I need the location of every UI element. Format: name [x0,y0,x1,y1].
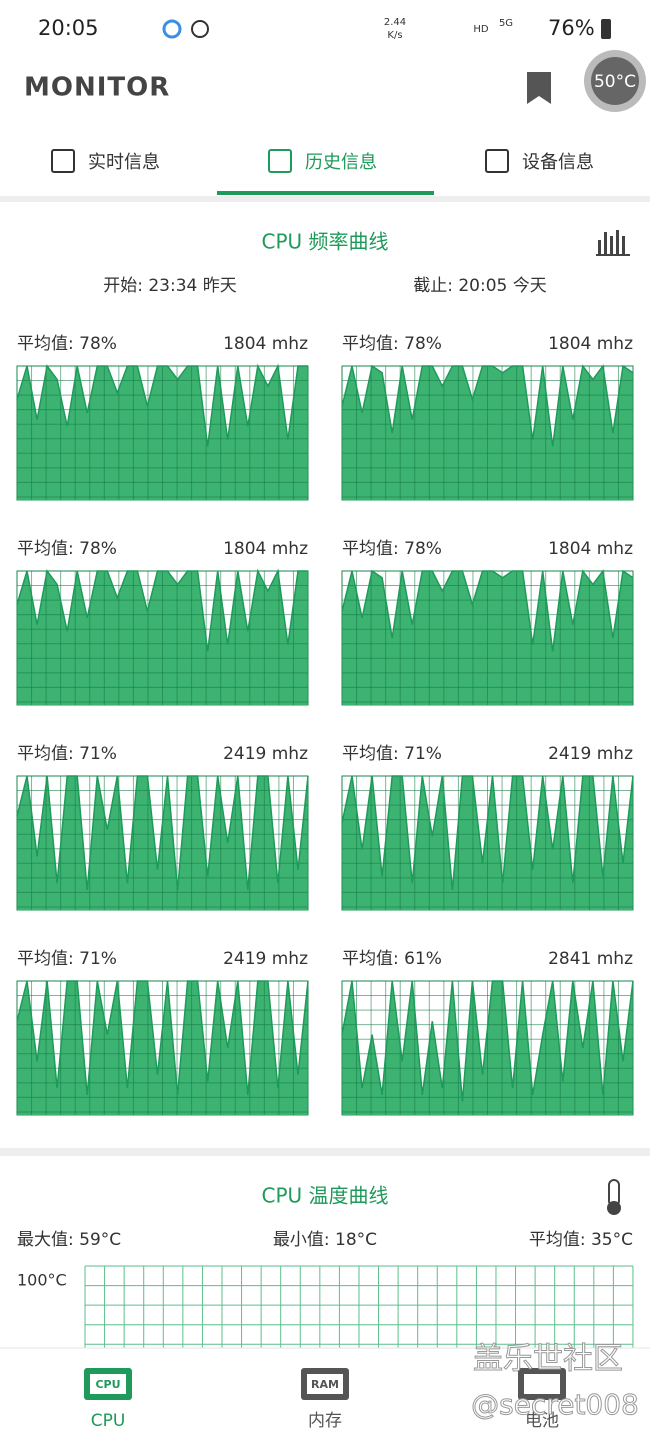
core-line [341,775,634,890]
start-time: 开始: 23:34 昨天 [103,276,237,296]
temp-max: 最大值: 59°C [17,1230,121,1250]
nav-label: CPU [91,1411,126,1431]
battery-icon [601,19,611,39]
core-line [16,775,309,890]
status-icon [191,20,209,38]
core-chart [16,980,309,1116]
core-frequency: 2841 mhz [548,949,633,969]
core-average: 平均值: 71% [342,744,442,764]
nav-icon-inner [90,1374,126,1394]
tab-icon [485,149,509,173]
status-speed: 2.44 [384,17,406,28]
core-chart [16,568,309,706]
status-net: 5G [499,18,513,29]
tab-bar: 实时信息 历史信息 设备信息 [51,149,594,195]
status-hd: HD [473,24,489,35]
divider [0,1148,650,1156]
status-bar: 20:05 2.44 K/s HD 5G 76% [38,16,611,41]
core-line [16,568,308,652]
core-average: 平均值: 78% [342,539,442,559]
core-average: 平均值: 78% [342,334,442,354]
temperature-grid [84,1265,634,1348]
core-frequency: 2419 mhz [223,744,308,764]
core-average: 平均值: 71% [17,744,117,764]
nav-icon-inner [524,1374,560,1394]
core-average: 平均值: 78% [17,539,117,559]
thermometer-icon [607,1179,621,1215]
core-average: 平均值: 71% [17,949,117,969]
core-line [341,569,634,652]
temp-min: 最小值: 18°C [273,1230,377,1250]
core-line [16,363,308,447]
tab-indicator [217,191,434,195]
divider [0,196,650,202]
status-time: 20:05 [38,16,99,40]
tab-label: 历史信息 [305,152,377,173]
core-chart [341,980,634,1116]
core-frequency: 2419 mhz [548,744,633,764]
tab-icon [51,149,75,173]
core-line [341,980,634,1102]
temp-axis-label: 100°C [17,1271,67,1290]
nav-icon-text: CPU [95,1378,120,1391]
core-chart [16,775,309,911]
favorite-button[interactable] [527,72,551,104]
core-average: 平均值: 61% [342,949,442,969]
status-speed-unit: K/s [387,30,402,41]
card-title: CPU 温度曲线 [261,1184,388,1208]
nav-icon-inner [307,1374,343,1394]
temp-average: 平均值: 35°C [529,1230,633,1250]
status-icon [162,19,182,39]
core-chart [16,363,309,501]
app-title: MONITOR [24,73,170,103]
gear-icon [591,57,639,105]
chart-icon [596,230,630,256]
nav-icon-text: RAM [311,1378,339,1391]
end-time: 截止: 20:05 今天 [413,276,547,296]
temperature-value: 50°C [594,72,636,92]
status-battery: 76% [548,16,595,40]
core-average: 平均值: 78% [17,334,117,354]
nav-label: 内存 [308,1411,342,1431]
core-line [16,980,309,1095]
core-chart [341,775,634,911]
core-frequency: 1804 mhz [223,539,308,559]
nav-label: 电池 [525,1411,559,1431]
core-chart [341,364,634,501]
nav-items: CPU CPU RAM 内存 电池 [84,1368,566,1431]
core-frequency: 1804 mhz [548,539,633,559]
tab-icon [268,149,292,173]
tab-label: 实时信息 [88,152,160,173]
core-frequency: 1804 mhz [548,334,633,354]
core-chart [341,569,634,706]
core-frequency: 2419 mhz [223,949,308,969]
tab-label: 设备信息 [522,152,594,173]
watermark: 盖乐世社区 [473,1342,623,1377]
watermark: @secret008 [471,1388,639,1421]
core-frequency: 1804 mhz [223,334,308,354]
core-charts: 平均值: 78% 1804 mhz 平均值: 78% 1804 mhz 平均值: 78%… [16,334,634,1116]
core-line [341,364,634,447]
card-title: CPU 频率曲线 [261,230,388,254]
